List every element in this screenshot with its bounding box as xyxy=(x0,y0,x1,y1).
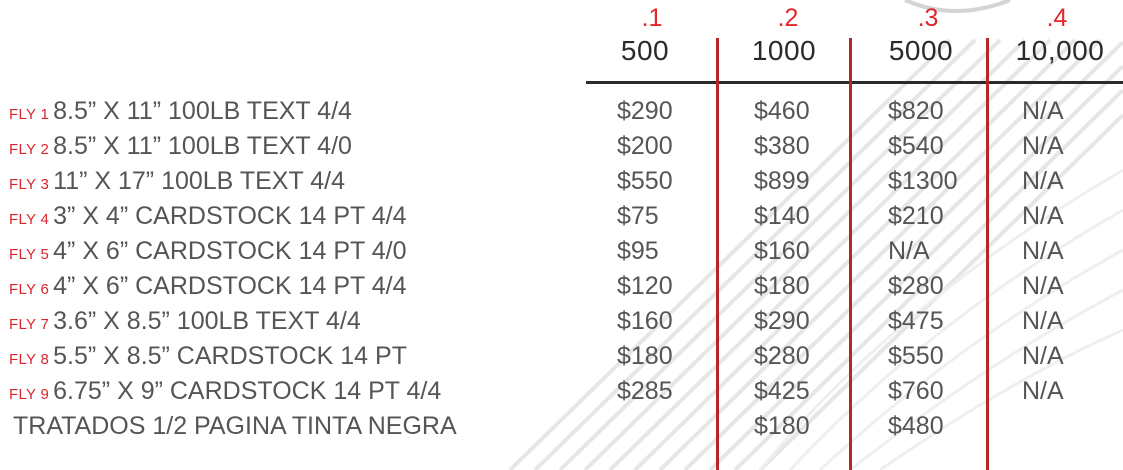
row-label-fly-4: FLY 4 3” X 4” CARDSTOCK 14 PT 4/4 xyxy=(9,199,407,233)
price-cell: $160 xyxy=(754,237,810,265)
row-description: 3” X 4” CARDSTOCK 14 PT 4/4 xyxy=(53,202,407,230)
price-cell: $290 xyxy=(754,307,810,335)
column-code-3: .3 xyxy=(917,4,939,32)
row-label-tratados: TRATADOS 1/2 PAGINA TINTA NEGRA xyxy=(9,409,457,443)
price-cell: $200 xyxy=(617,132,673,160)
column-code-4: .4 xyxy=(1046,4,1068,32)
row-code: FLY 8 xyxy=(9,351,50,368)
row-label-fly-8: FLY 8 5.5” X 8.5” CARDSTOCK 14 PT xyxy=(9,339,407,373)
price-cell: N/A xyxy=(1022,272,1064,300)
row-description: 5.5” X 8.5” CARDSTOCK 14 PT xyxy=(53,342,407,370)
row-description: 4” X 6” CARDSTOCK 14 PT 4/4 xyxy=(53,272,407,300)
price-cell: N/A xyxy=(1022,237,1064,265)
column-divider-3 xyxy=(986,38,989,470)
price-cell: $1300 xyxy=(888,167,958,195)
price-cell: $760 xyxy=(888,377,944,405)
row-code: FLY 3 xyxy=(9,176,50,193)
price-cell: N/A xyxy=(888,237,930,265)
column-qty-1000: 1000 xyxy=(751,35,817,66)
row-description: TRATADOS 1/2 PAGINA TINTA NEGRA xyxy=(13,412,457,440)
price-cell: $210 xyxy=(888,202,944,230)
price-cell: $280 xyxy=(754,342,810,370)
price-cell: N/A xyxy=(1022,307,1064,335)
price-cell: N/A xyxy=(1022,167,1064,195)
row-label-fly-1: FLY 1 8.5” X 11” 100LB TEXT 4/4 xyxy=(9,94,352,128)
row-description: 3.6” X 8.5” 100LB TEXT 4/4 xyxy=(53,307,361,335)
row-description: 11” X 17” 100LB TEXT 4/4 xyxy=(53,167,345,195)
price-cell: $95 xyxy=(617,237,659,265)
price-cell: $460 xyxy=(754,97,810,125)
price-cell: $280 xyxy=(888,272,944,300)
price-cell: $180 xyxy=(754,412,810,440)
row-code: FLY 9 xyxy=(9,386,50,403)
price-cell: $899 xyxy=(754,167,810,195)
row-description: 4” X 6” CARDSTOCK 14 PT 4/0 xyxy=(53,237,407,265)
row-label-fly-5: FLY 5 4” X 6” CARDSTOCK 14 PT 4/0 xyxy=(9,234,407,268)
price-cell: $550 xyxy=(888,342,944,370)
row-description: 8.5” X 11” 100LB TEXT 4/4 xyxy=(53,97,352,125)
row-label-fly-6: FLY 6 4” X 6” CARDSTOCK 14 PT 4/4 xyxy=(9,269,407,303)
row-label-fly-7: FLY 7 3.6” X 8.5” 100LB TEXT 4/4 xyxy=(9,304,361,338)
row-description: 8.5” X 11” 100LB TEXT 4/0 xyxy=(53,132,352,160)
price-cell: $180 xyxy=(754,272,810,300)
price-cell: N/A xyxy=(1022,202,1064,230)
price-cell: N/A xyxy=(1022,342,1064,370)
row-description: 6.75” X 9” CARDSTOCK 14 PT 4/4 xyxy=(53,377,442,405)
row-code: FLY 2 xyxy=(9,141,50,158)
header-divider xyxy=(586,81,1123,84)
price-cell: $380 xyxy=(754,132,810,160)
price-cell: $180 xyxy=(617,342,673,370)
row-label-fly-2: FLY 2 8.5” X 11” 100LB TEXT 4/0 xyxy=(9,129,352,163)
price-cell: $120 xyxy=(617,272,673,300)
price-cell: $285 xyxy=(617,377,673,405)
price-cell: $160 xyxy=(617,307,673,335)
price-cell: N/A xyxy=(1022,377,1064,405)
price-cell: $75 xyxy=(617,202,659,230)
price-cell: N/A xyxy=(1022,132,1064,160)
price-cell: N/A xyxy=(1022,97,1064,125)
column-qty-5000: 5000 xyxy=(888,35,954,66)
row-code: FLY 1 xyxy=(9,106,50,123)
column-code-2: .2 xyxy=(777,4,799,32)
price-cell: $425 xyxy=(754,377,810,405)
price-cell: $475 xyxy=(888,307,944,335)
price-cell: $820 xyxy=(888,97,944,125)
price-cell: $480 xyxy=(888,412,944,440)
price-cell: $290 xyxy=(617,97,673,125)
column-divider-1 xyxy=(716,38,719,470)
column-divider-2 xyxy=(849,38,852,470)
column-code-1: .1 xyxy=(641,4,663,32)
disc-ornament xyxy=(904,0,1011,13)
row-code: FLY 4 xyxy=(9,211,50,228)
column-qty-10000: 10,000 xyxy=(1015,35,1105,66)
row-label-fly-3: FLY 3 11” X 17” 100LB TEXT 4/4 xyxy=(9,164,345,198)
column-qty-500: 500 xyxy=(620,35,670,66)
row-code: FLY 5 xyxy=(9,246,50,263)
price-cell: $540 xyxy=(888,132,944,160)
row-code: FLY 7 xyxy=(9,316,50,333)
price-cell: $140 xyxy=(754,202,810,230)
row-label-fly-9: FLY 9 6.75” X 9” CARDSTOCK 14 PT 4/4 xyxy=(9,374,441,408)
price-cell: $550 xyxy=(617,167,673,195)
row-code: FLY 6 xyxy=(9,281,50,298)
